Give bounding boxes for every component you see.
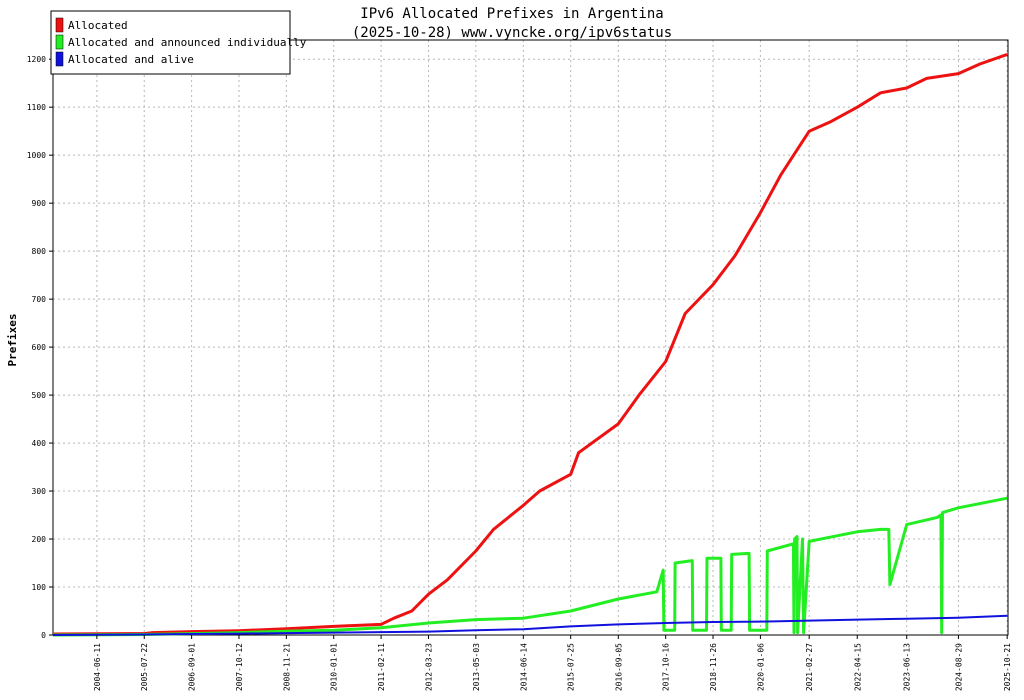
y-tick-label: 1000	[27, 151, 46, 160]
legend-swatch	[55, 17, 64, 33]
y-tick-label: 200	[32, 535, 47, 544]
x-tick-label: 2024-08-29	[954, 643, 963, 691]
x-tick-label: 2012-03-23	[424, 643, 433, 691]
x-tick-label: 2011-02-11	[377, 643, 386, 691]
x-tick-label: 2016-09-05	[614, 643, 623, 691]
series-line-3	[52, 614, 1008, 636]
legend-swatch	[55, 51, 64, 67]
chart-subtitle: (2025-10-28) www.vyncke.org/ipv6status	[352, 25, 672, 41]
x-tick-label: 2005-07-22	[140, 643, 149, 691]
y-tick-label: 800	[32, 247, 47, 256]
series-lines	[52, 52, 1008, 637]
x-tick-label: 2021-02-27	[805, 643, 814, 691]
y-tick-label: 500	[32, 391, 47, 400]
y-tick-label: 100	[32, 583, 47, 592]
x-tick-label: 2022-04-15	[853, 643, 862, 691]
y-tick-label: 600	[32, 343, 47, 352]
x-tick-label: 2014-06-14	[519, 643, 528, 691]
x-tick-label: 2018-11-26	[709, 643, 718, 691]
x-tick-label: 2010-01-01	[330, 643, 339, 691]
x-tick-label: 2006-09-01	[188, 643, 197, 691]
x-tick-label: 2007-10-12	[235, 643, 244, 691]
x-tick-label: 2013-05-03	[472, 643, 481, 691]
legend: Allocated Allocated and announced individ…	[50, 10, 307, 75]
x-tick-label: 2017-10-16	[662, 643, 671, 691]
legend-swatch	[55, 34, 64, 50]
axes: 0 100 200 300 400 500 600 700 800 900 1000 1100 1200…	[27, 55, 1012, 691]
legend-box	[50, 10, 291, 75]
y-tick-label: 0	[41, 631, 46, 640]
legend-label: Allocated and alive	[68, 53, 194, 66]
x-tick-label: 2004-06-11	[93, 643, 102, 691]
series-line-2	[52, 496, 1008, 637]
y-tick-label: 700	[32, 295, 47, 304]
grid	[53, 40, 1008, 636]
legend-label: Allocated and announced individually	[68, 36, 307, 49]
chart-title: IPv6 Allocated Prefixes in Argentina	[360, 6, 663, 22]
y-tick-label: 300	[32, 487, 47, 496]
plot-area	[52, 39, 1009, 636]
y-axis-label: Prefixes	[6, 314, 19, 367]
y-tick-label: 900	[32, 199, 47, 208]
x-tick-label: 2008-11-21	[282, 643, 291, 691]
legend-label: Allocated	[68, 19, 128, 32]
x-tick-label: 2020-01-06	[756, 643, 765, 691]
x-tick-label: 2015-07-25	[567, 643, 576, 691]
series-line-1	[52, 52, 1008, 636]
y-tick-label: 1100	[27, 103, 46, 112]
y-tick-label: 1200	[27, 55, 46, 64]
y-tick-label: 400	[32, 439, 47, 448]
x-tick-label: 2023-06-13	[903, 643, 912, 691]
x-tick-label: 2025-10-21	[1003, 643, 1012, 691]
